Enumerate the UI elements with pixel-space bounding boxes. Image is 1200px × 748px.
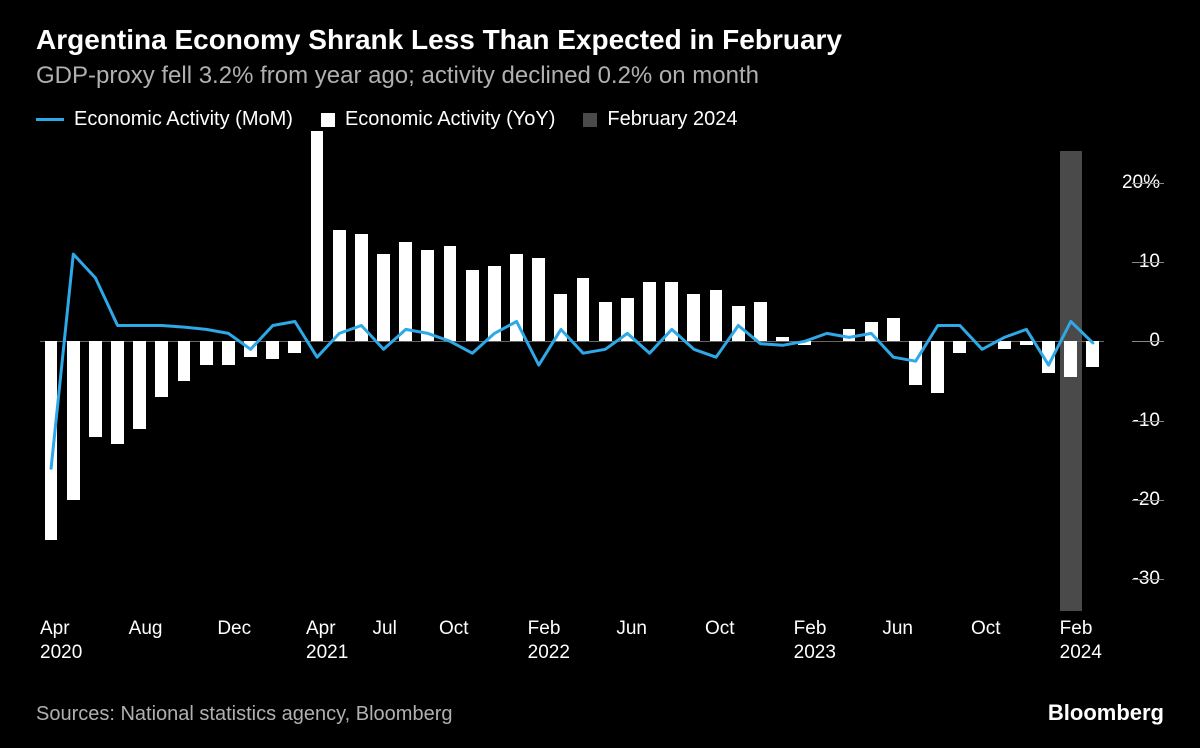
chart-title: Argentina Economy Shrank Less Than Expec… bbox=[36, 24, 1164, 56]
x-tick-label: Apr2021 bbox=[306, 617, 348, 665]
legend-swatch-square bbox=[321, 113, 335, 127]
y-tick-mark bbox=[1132, 341, 1164, 342]
y-tick-mark bbox=[1132, 421, 1164, 422]
x-axis: Apr2020 Aug Dec Apr2021 Jul Oct Feb2022 Jun Oct F… bbox=[40, 617, 1104, 673]
chart-container: Argentina Economy Shrank Less Than Expec… bbox=[0, 0, 1200, 748]
x-tick-label: Jul bbox=[373, 617, 397, 641]
chart-plot-area: 20%100-10-20-30 bbox=[40, 151, 1104, 611]
y-tick-mark bbox=[1132, 262, 1164, 263]
y-axis: 20%100-10-20-30 bbox=[1104, 151, 1160, 611]
legend-label: Economic Activity (MoM) bbox=[74, 108, 293, 131]
line-series bbox=[51, 254, 1093, 468]
x-tick-label: Apr2020 bbox=[40, 617, 82, 665]
x-tick-label: Jun bbox=[882, 617, 913, 641]
y-tick-mark bbox=[1132, 579, 1164, 580]
legend-item-mom: Economic Activity (MoM) bbox=[36, 108, 293, 131]
x-tick-label: Feb2023 bbox=[794, 617, 836, 665]
legend-label: Economic Activity (YoY) bbox=[345, 108, 555, 131]
legend-swatch-line bbox=[36, 118, 64, 121]
legend-label: February 2024 bbox=[607, 108, 737, 131]
x-tick-label: Oct bbox=[971, 617, 1001, 641]
y-tick-mark bbox=[1132, 500, 1164, 501]
y-tick-mark bbox=[1132, 183, 1164, 184]
x-tick-label: Jun bbox=[616, 617, 647, 641]
legend-item-highlight: February 2024 bbox=[583, 108, 737, 131]
chart-subtitle: GDP-proxy fell 3.2% from year ago; activ… bbox=[36, 62, 1164, 90]
brand-logo: Bloomberg bbox=[1048, 700, 1164, 726]
x-tick-label: Dec bbox=[217, 617, 251, 641]
chart-legend: Economic Activity (MoM) Economic Activit… bbox=[36, 108, 1164, 131]
chart-sources: Sources: National statistics agency, Blo… bbox=[36, 703, 453, 726]
x-tick-label: Feb2022 bbox=[528, 617, 570, 665]
x-tick-label: Aug bbox=[129, 617, 163, 641]
x-tick-label: Feb2024 bbox=[1060, 617, 1102, 665]
x-tick-label: Oct bbox=[439, 617, 469, 641]
legend-swatch-square bbox=[583, 113, 597, 127]
line-layer bbox=[40, 151, 1104, 611]
x-tick-label: Oct bbox=[705, 617, 735, 641]
plot bbox=[40, 151, 1104, 611]
legend-item-yoy: Economic Activity (YoY) bbox=[321, 108, 555, 131]
